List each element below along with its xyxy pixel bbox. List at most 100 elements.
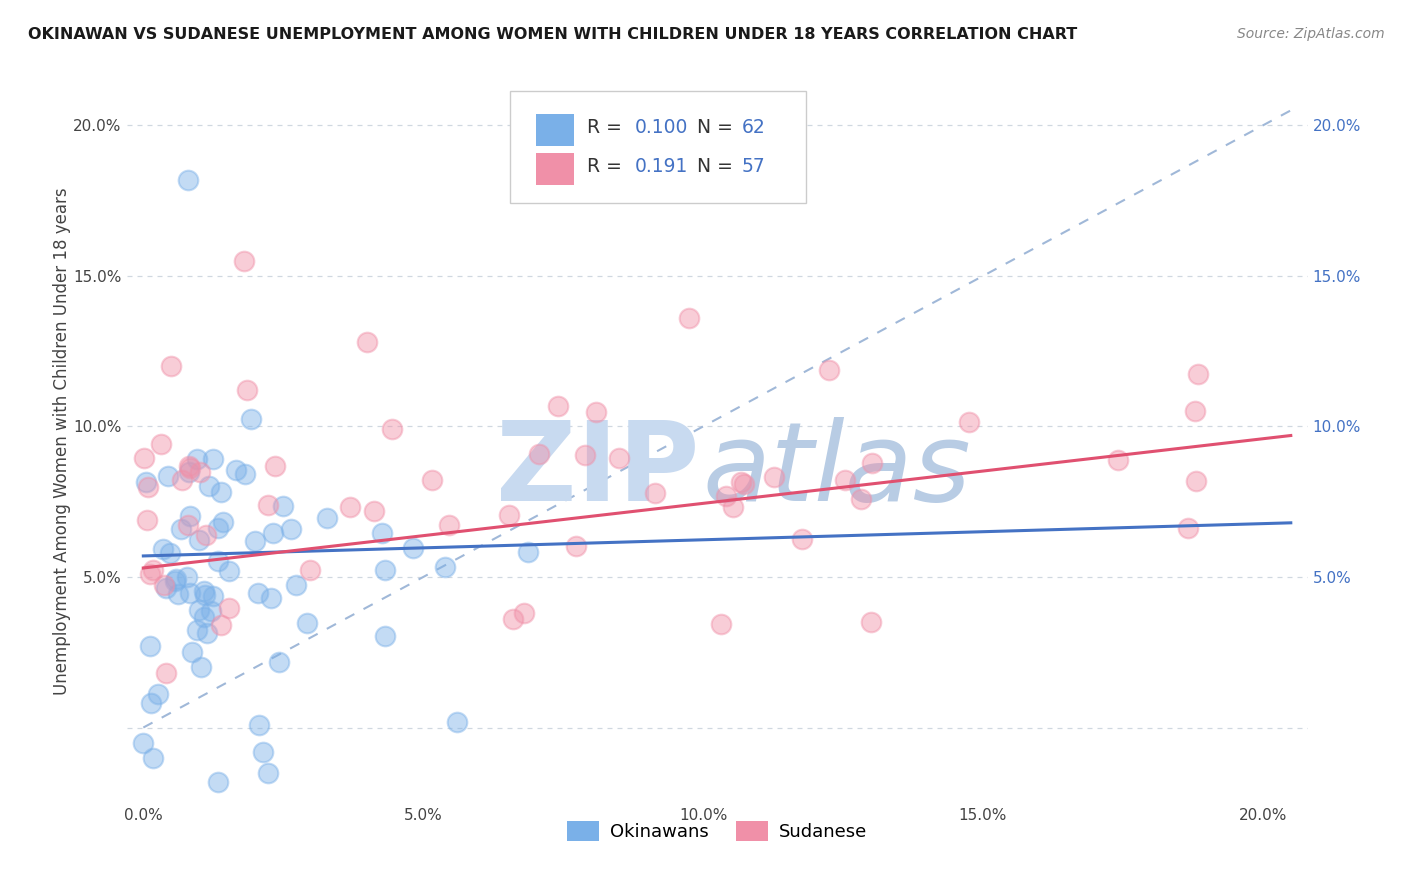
Point bbox=[139, 639, 162, 653]
Point bbox=[790, 533, 813, 547]
Point bbox=[202, 451, 225, 466]
Point bbox=[264, 459, 287, 474]
Point bbox=[233, 467, 256, 482]
Point bbox=[710, 617, 733, 632]
Point bbox=[135, 475, 157, 489]
Point bbox=[818, 363, 841, 377]
Point bbox=[374, 629, 396, 643]
Point bbox=[315, 511, 337, 525]
FancyBboxPatch shape bbox=[510, 91, 806, 203]
Point bbox=[155, 581, 177, 595]
Point bbox=[194, 588, 217, 602]
Point bbox=[763, 470, 786, 484]
Point bbox=[402, 541, 425, 555]
Point bbox=[188, 465, 211, 479]
Point bbox=[150, 436, 173, 450]
Point bbox=[176, 518, 198, 533]
Point bbox=[849, 492, 872, 507]
Point bbox=[193, 583, 215, 598]
Point bbox=[527, 446, 550, 460]
Point bbox=[1107, 453, 1129, 467]
Point bbox=[564, 539, 586, 553]
Point bbox=[177, 458, 200, 473]
Point bbox=[434, 559, 457, 574]
Point bbox=[207, 521, 229, 535]
Point bbox=[574, 448, 596, 462]
Point bbox=[139, 567, 162, 582]
Point bbox=[160, 359, 183, 374]
Point bbox=[179, 586, 201, 600]
Text: 0.191: 0.191 bbox=[634, 158, 688, 177]
Point bbox=[678, 310, 700, 325]
Point bbox=[155, 666, 177, 681]
Point bbox=[180, 645, 202, 659]
Point bbox=[187, 533, 209, 548]
Point bbox=[134, 451, 156, 466]
Point bbox=[195, 528, 218, 542]
Point bbox=[218, 564, 240, 578]
Point bbox=[212, 515, 235, 529]
Point bbox=[502, 612, 524, 626]
Point bbox=[165, 573, 187, 587]
Point bbox=[240, 411, 263, 425]
Point bbox=[177, 172, 200, 186]
Point bbox=[381, 422, 404, 436]
Point bbox=[179, 460, 201, 475]
Point bbox=[585, 405, 607, 419]
Point bbox=[269, 655, 291, 669]
Point bbox=[363, 504, 385, 518]
Point bbox=[437, 518, 460, 533]
Point bbox=[193, 609, 215, 624]
Point bbox=[371, 525, 394, 540]
Point bbox=[243, 533, 266, 548]
Point bbox=[179, 465, 201, 479]
Point bbox=[152, 542, 174, 557]
Point bbox=[186, 451, 208, 466]
Point bbox=[644, 486, 666, 500]
Point bbox=[607, 451, 630, 466]
Point bbox=[207, 774, 229, 789]
Point bbox=[202, 589, 225, 603]
Point bbox=[280, 522, 302, 536]
Point bbox=[1187, 367, 1209, 381]
Point bbox=[1177, 521, 1199, 535]
Point bbox=[209, 617, 232, 632]
Point bbox=[356, 335, 378, 350]
Point bbox=[166, 587, 188, 601]
Point bbox=[733, 477, 755, 491]
Point bbox=[730, 475, 752, 490]
Text: 62: 62 bbox=[742, 119, 766, 137]
Point bbox=[299, 563, 322, 577]
Point bbox=[339, 500, 361, 514]
Text: 57: 57 bbox=[742, 158, 766, 177]
Text: N =: N = bbox=[697, 158, 740, 177]
Text: atlas: atlas bbox=[703, 417, 972, 524]
Point bbox=[247, 717, 270, 731]
Legend: Okinawans, Sudanese: Okinawans, Sudanese bbox=[560, 814, 875, 848]
Point bbox=[190, 660, 212, 674]
Point bbox=[207, 553, 229, 567]
FancyBboxPatch shape bbox=[536, 153, 574, 185]
Point bbox=[135, 513, 157, 527]
Point bbox=[271, 500, 294, 514]
Point bbox=[225, 463, 247, 477]
Point bbox=[132, 735, 155, 749]
Y-axis label: Unemployment Among Women with Children Under 18 years: Unemployment Among Women with Children U… bbox=[53, 187, 72, 696]
Point bbox=[297, 615, 319, 630]
Point bbox=[859, 615, 882, 630]
Point bbox=[163, 574, 186, 588]
Point bbox=[260, 591, 283, 605]
Point bbox=[252, 745, 274, 759]
Point bbox=[262, 526, 284, 541]
Point bbox=[146, 687, 169, 701]
Point bbox=[714, 489, 737, 503]
Text: N =: N = bbox=[697, 119, 740, 137]
FancyBboxPatch shape bbox=[536, 113, 574, 146]
Point bbox=[159, 546, 181, 560]
Point bbox=[236, 383, 259, 397]
Point bbox=[957, 415, 980, 429]
Point bbox=[1184, 474, 1206, 488]
Point bbox=[723, 500, 745, 515]
Point bbox=[138, 480, 160, 494]
Point bbox=[420, 473, 443, 487]
